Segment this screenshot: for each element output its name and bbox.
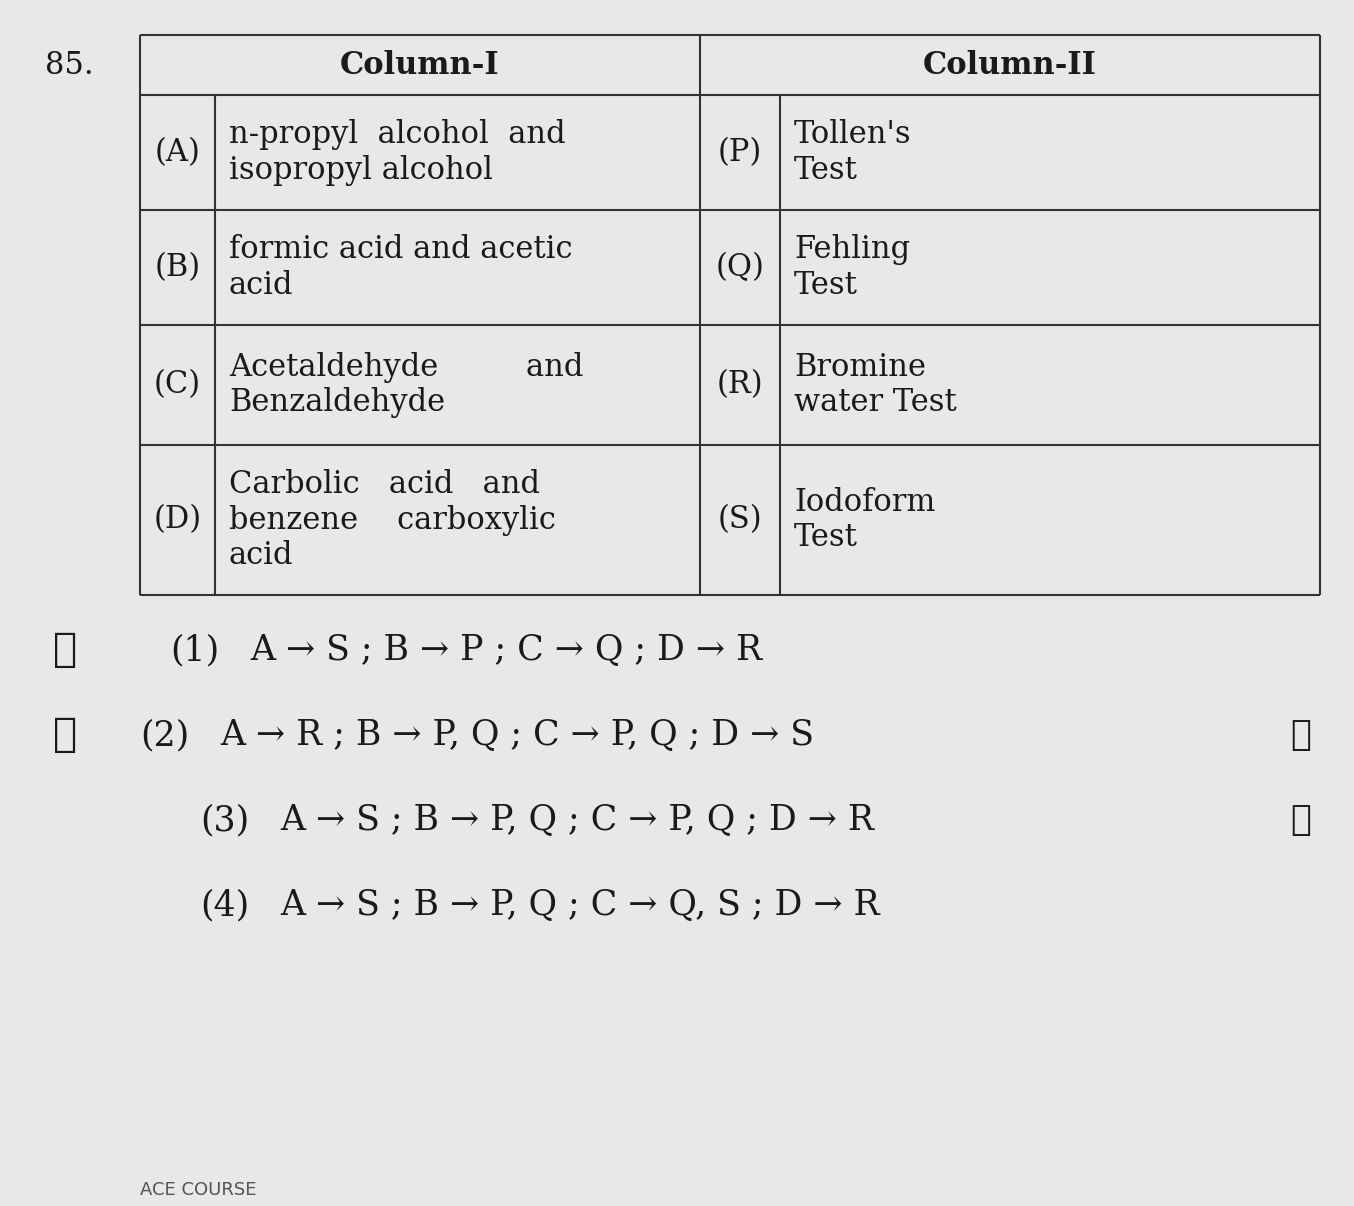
Text: A → S ; B → P, Q ; C → P, Q ; D → R: A → S ; B → P, Q ; C → P, Q ; D → R — [280, 803, 873, 837]
Text: acid: acid — [229, 540, 294, 570]
Text: (3): (3) — [200, 803, 249, 837]
Text: ACE COURSE: ACE COURSE — [139, 1181, 256, 1199]
Text: Carbolic   acid   and: Carbolic acid and — [229, 469, 540, 500]
Text: acid: acid — [229, 270, 294, 300]
Text: Test: Test — [793, 522, 858, 554]
Text: A → S ; B → P, Q ; C → Q, S ; D → R: A → S ; B → P, Q ; C → Q, S ; D → R — [280, 888, 880, 923]
Text: (B): (B) — [154, 252, 200, 283]
Text: Acetaldehyde         and: Acetaldehyde and — [229, 352, 584, 382]
Text: (C): (C) — [154, 369, 200, 400]
Text: water Test: water Test — [793, 387, 957, 418]
Text: ✗: ✗ — [1290, 803, 1311, 837]
Text: (Q): (Q) — [715, 252, 765, 283]
Text: Column-I: Column-I — [340, 49, 500, 81]
Text: Test: Test — [793, 154, 858, 186]
Text: ✗: ✗ — [1290, 718, 1311, 753]
Text: Column-II: Column-II — [923, 49, 1097, 81]
Text: Iodoform: Iodoform — [793, 487, 936, 517]
Text: (A): (A) — [154, 137, 200, 168]
Text: (1): (1) — [171, 633, 219, 667]
Text: (2): (2) — [139, 718, 190, 753]
Text: (R): (R) — [716, 369, 764, 400]
Text: benzene    carboxylic: benzene carboxylic — [229, 504, 556, 535]
Text: ✓: ✓ — [53, 632, 77, 668]
Text: A → S ; B → P ; C → Q ; D → R: A → S ; B → P ; C → Q ; D → R — [250, 633, 762, 667]
Text: Test: Test — [793, 270, 858, 300]
Text: n-propyl  alcohol  and: n-propyl alcohol and — [229, 119, 566, 151]
Text: (P): (P) — [718, 137, 762, 168]
Text: (D): (D) — [153, 504, 202, 535]
Text: Tollen's: Tollen's — [793, 119, 911, 151]
Text: (4): (4) — [200, 888, 249, 923]
Text: Bromine: Bromine — [793, 352, 926, 382]
Text: ✗: ✗ — [53, 716, 77, 754]
Text: 85.: 85. — [45, 49, 93, 81]
Text: Benzaldehyde: Benzaldehyde — [229, 387, 445, 418]
Text: Fehling: Fehling — [793, 234, 910, 265]
Text: A → R ; B → P, Q ; C → P, Q ; D → S: A → R ; B → P, Q ; C → P, Q ; D → S — [219, 718, 814, 753]
Text: formic acid and acetic: formic acid and acetic — [229, 234, 573, 265]
Text: (S): (S) — [718, 504, 762, 535]
Text: isopropyl alcohol: isopropyl alcohol — [229, 154, 493, 186]
